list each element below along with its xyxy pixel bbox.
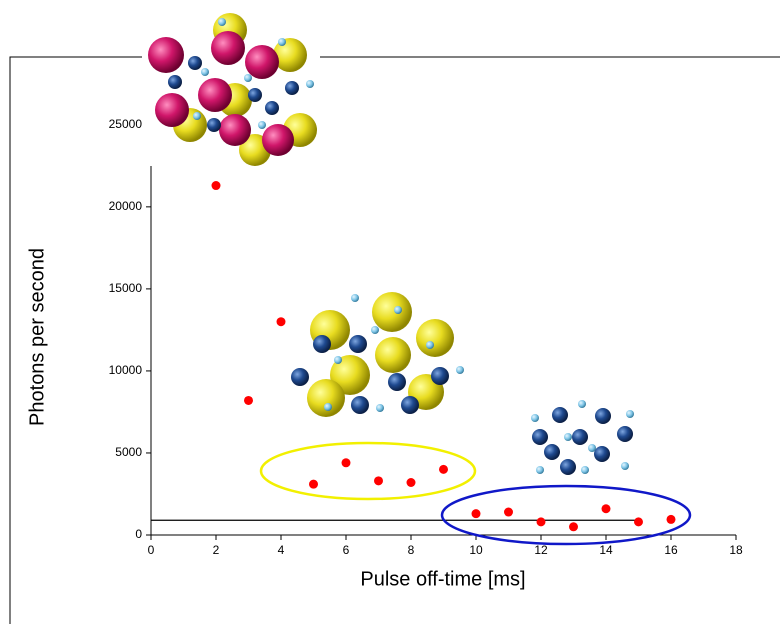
- y-tick-label: 15000: [109, 281, 143, 295]
- y-tick-label: 20000: [109, 199, 143, 213]
- x-tick-label: 14: [599, 543, 613, 557]
- frame: [9, 56, 780, 624]
- y-tick-label: 25000: [109, 117, 143, 131]
- point: [666, 514, 676, 524]
- y-tick-label: 0: [135, 527, 142, 541]
- x-tick-label: 12: [534, 543, 548, 557]
- plot: 0 5000 10000 15000 20000 25000 0 2 4 6 8 10 12 14 16 18: [109, 92, 743, 557]
- y-tick-label: 5000: [115, 445, 142, 459]
- point: [536, 517, 546, 527]
- point: [244, 395, 253, 405]
- highlight-ellipse: [440, 484, 692, 546]
- x-axis-label: Pulse off-time [ms]: [360, 568, 525, 590]
- point: [341, 458, 351, 468]
- x-tick-label: 6: [343, 543, 350, 557]
- molecule-image: [531, 400, 634, 475]
- point: [634, 517, 643, 527]
- x-tick-label: 8: [408, 543, 415, 557]
- point: [601, 504, 611, 514]
- point: [211, 181, 221, 191]
- x-tick-label: 2: [213, 543, 220, 557]
- point: [471, 509, 481, 519]
- x-tick-label: 18: [729, 543, 743, 557]
- point: [439, 464, 448, 474]
- point: [309, 479, 318, 489]
- point: [569, 522, 578, 532]
- y-axis-label: Photons per second: [26, 248, 48, 426]
- molecule-image: [142, 8, 320, 166]
- x-tick-label: 4: [278, 543, 285, 557]
- molecule-image: [291, 292, 464, 417]
- y-tick-label: 10000: [109, 363, 143, 377]
- point: [276, 317, 286, 327]
- x-tick-label: 10: [469, 543, 483, 557]
- point: [504, 507, 513, 517]
- x-tick-label: 16: [664, 543, 678, 557]
- point: [374, 476, 383, 486]
- x-tick-label: 0: [148, 543, 155, 557]
- highlight-ellipse: [259, 441, 477, 501]
- point: [406, 477, 416, 487]
